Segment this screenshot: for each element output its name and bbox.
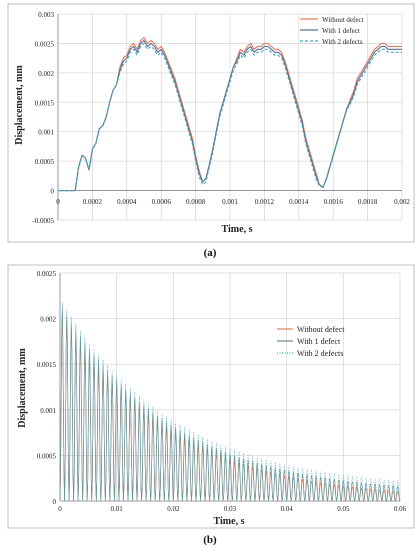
chart-a-0-xtick-label: 0.002 — [394, 198, 410, 206]
chart-b-1-ytick-label: 0.001 — [40, 407, 56, 415]
legend-label: With 1 defect — [297, 337, 341, 346]
chart-a-panel: -0.0005 0 0.0005 0.001 0.0015 0.002 0.0025 0.00… — [0, 0, 420, 268]
chart-b-series — [59, 302, 401, 503]
chart-b-frame — [7, 264, 415, 529]
panel-b-label: (b) — [203, 534, 217, 546]
chart-a-0-xtick-label: 0.0016 — [324, 198, 344, 206]
legend-label: With 1 defect — [322, 27, 360, 35]
chart-b-1-xtick-label: 0.02 — [167, 505, 180, 513]
chart-a-0-ytick-label: -0.0005 — [32, 217, 54, 225]
chart-b-1-ytick-label: 0.002 — [40, 316, 56, 324]
chart-a-0-ytick-label: 0.001 — [38, 129, 54, 137]
chart-b-1-ytick-label: 0 — [53, 498, 57, 506]
chart-a-legend: Without defect With 1 defect With 2 defect… — [300, 16, 364, 46]
chart-a-0-xtick-label: 0.0018 — [358, 198, 378, 206]
chart-a-0-xtick-label: 0.0008 — [186, 198, 206, 206]
chart-b-1-xtick-label: 0 — [58, 505, 62, 513]
series-line-with-2-defects — [58, 42, 402, 192]
chart-b-legend: Without defect With 1 defect With 2 defect… — [277, 325, 345, 358]
chart-a-xlabel: Time, s — [222, 224, 253, 235]
chart-a-0-xtick-label: 0.0002 — [83, 198, 103, 206]
chart-a-axes: -0.0005 0 0.0005 0.001 0.0015 0.002 0.0025 0.00… — [32, 11, 410, 225]
chart-b-1-xtick-label: 0.03 — [224, 505, 237, 513]
chart-a-0-ytick-label: 0.003 — [38, 11, 54, 19]
chart-a-ylabel: Displacement, mm — [14, 65, 25, 145]
chart-a-0-xtick-label: 0.0004 — [117, 198, 137, 206]
chart-b-1-ytick-label: 0.0025 — [37, 270, 57, 278]
chart-b-ylabel: Displacement, mm — [17, 348, 28, 428]
chart-b-1-xtick-label: 0.05 — [337, 505, 350, 513]
legend-label: With 2 defects — [322, 38, 363, 46]
chart-b-1-xtick-label: 0.06 — [394, 505, 407, 513]
chart-a-0-ytick-label: 0.0005 — [35, 158, 55, 166]
chart-a-0-xtick-label: 0.0014 — [289, 198, 309, 206]
chart-b-panel: 0 0.0005 0.001 0.0015 0.002 0.0025 0 0.01 0.02 0.… — [0, 263, 420, 555]
chart-a: -0.0005 0 0.0005 0.001 0.0015 0.002 0.0025 0.00… — [7, 3, 415, 259]
chart-a-0-xtick-label: 0.0012 — [255, 198, 275, 206]
chart-a-0-ytick-label: 0.0025 — [35, 40, 55, 48]
panel-a-label: (a) — [204, 247, 217, 259]
chart-b-1-xtick-label: 0.01 — [111, 505, 124, 513]
chart-a-0-ytick-label: 0.0015 — [35, 99, 55, 107]
chart-b-grid — [59, 272, 401, 502]
chart-b-axes: 0 0.0005 0.001 0.0015 0.002 0.0025 0 0.01 0.02 0.… — [37, 270, 407, 513]
chart-b-xlabel: Time, s — [214, 516, 245, 527]
series-line-with-1-defect — [58, 39, 402, 192]
chart-b-1-ytick-label: 0.0005 — [37, 452, 57, 460]
chart-a-0-xtick-label: 0.001 — [222, 198, 238, 206]
chart-b: 0 0.0005 0.001 0.0015 0.002 0.0025 0 0.01 0.02 0.… — [7, 264, 415, 546]
chart-b-1-xtick-label: 0.04 — [281, 505, 294, 513]
legend-label: Without defect — [322, 16, 364, 24]
chart-b-1-ytick-label: 0.0015 — [37, 361, 57, 369]
chart-a-series — [58, 36, 402, 192]
chart-a-0-ytick-label: 0 — [51, 188, 55, 196]
legend-label: Without defect — [297, 325, 345, 334]
series-line-with-2-defects — [59, 302, 401, 502]
chart-a-0-xtick-label: 0.0006 — [152, 198, 172, 206]
legend-label: With 2 defects — [297, 349, 343, 358]
chart-a-0-ytick-label: 0.002 — [38, 70, 54, 78]
